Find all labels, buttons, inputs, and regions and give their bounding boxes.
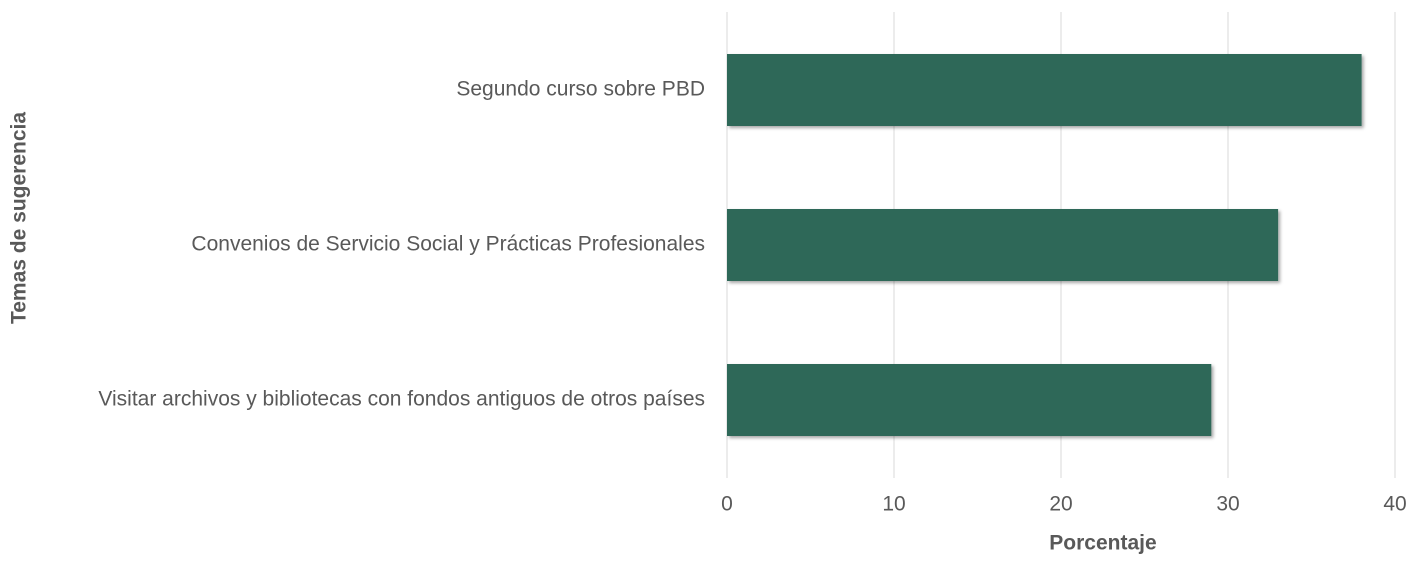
x-axis-label: Porcentaje — [1049, 532, 1156, 555]
y-tick-label: Segundo curso sobre PBD — [456, 78, 705, 101]
bar — [727, 364, 1212, 436]
x-tick-label: 40 — [1383, 493, 1406, 516]
bar — [727, 54, 1362, 126]
bar — [727, 209, 1279, 281]
y-tick-label: Visitar archivos y bibliotecas con fondo… — [98, 388, 705, 411]
x-tick-label: 20 — [1049, 493, 1072, 516]
y-axis-label: Temas de sugerencia — [8, 112, 31, 324]
y-tick-label: Convenios de Servicio Social y Prácticas… — [191, 233, 705, 256]
x-tick-label: 10 — [882, 493, 905, 516]
x-tick-label: 30 — [1216, 493, 1239, 516]
x-tick-label: 0 — [721, 493, 733, 516]
